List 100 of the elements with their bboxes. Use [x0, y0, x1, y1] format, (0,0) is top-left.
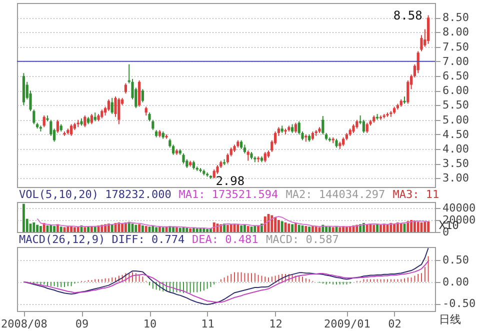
- bar: [376, 224, 378, 232]
- bar: [162, 227, 164, 232]
- bar: [40, 226, 42, 232]
- y-tick-label: 0.50: [442, 254, 469, 267]
- bar: [278, 220, 280, 232]
- candlestick: [182, 152, 185, 164]
- candlestick: [56, 119, 59, 134]
- y-tick-label: 5.50: [442, 98, 469, 112]
- bar: [128, 222, 130, 232]
- bar: [246, 226, 250, 232]
- bar: [178, 228, 182, 232]
- bar: [53, 226, 56, 232]
- bar: [87, 226, 90, 232]
- bar: [312, 226, 314, 232]
- bar: [144, 226, 148, 232]
- y-tick-label: 6.50: [442, 70, 469, 83]
- x-tick-label: 12: [269, 318, 282, 330]
- line-series: [23, 248, 429, 305]
- bar: [172, 226, 174, 232]
- bar: [138, 224, 140, 232]
- candlestick: [427, 14, 430, 44]
- bar: [400, 223, 402, 232]
- annotation: 2.98: [216, 174, 245, 188]
- bar: [328, 226, 331, 232]
- bar: [427, 221, 430, 232]
- text: MA2: 144034.297: [286, 188, 386, 201]
- bar: [158, 226, 161, 232]
- bar: [152, 226, 154, 232]
- candlestick: [84, 114, 86, 128]
- bar: [70, 226, 72, 232]
- bar: [236, 224, 240, 232]
- bar: [121, 224, 124, 232]
- bar: [189, 228, 192, 232]
- candlestick: [406, 80, 410, 104]
- y-tick-label: -0.50: [442, 297, 476, 310]
- bar: [372, 224, 376, 232]
- text: VOL(5,10,20) 178232.000: [19, 188, 172, 201]
- bar: [142, 225, 144, 232]
- candlestick: [152, 119, 154, 131]
- bar: [84, 227, 86, 232]
- candlestick: [124, 82, 127, 94]
- bar: [192, 228, 195, 232]
- bar: [314, 226, 318, 232]
- y-tick-label: 0.00: [442, 275, 469, 288]
- bar: [274, 217, 276, 232]
- bar: [226, 224, 229, 232]
- bar: [50, 224, 52, 232]
- bar: [406, 221, 410, 232]
- line-series: [36, 216, 429, 229]
- bar: [346, 226, 348, 232]
- bar: [414, 220, 416, 232]
- candlestick: [246, 150, 250, 162]
- bar: [186, 228, 188, 232]
- y-tick-label: 5.00: [442, 113, 469, 126]
- bar: [416, 222, 420, 232]
- bar: [60, 226, 62, 232]
- x-tick-label: 11: [201, 318, 214, 330]
- bar: [298, 224, 300, 232]
- bar: [270, 215, 274, 232]
- y-tick-label: 4.00: [442, 142, 469, 156]
- text: DEA: 0.481: [192, 233, 258, 246]
- bar: [134, 224, 138, 232]
- text: MA1: 173521.594: [178, 188, 279, 201]
- bar: [396, 222, 399, 232]
- x-tick-label: 09: [75, 318, 89, 330]
- bar: [280, 221, 284, 232]
- y-tick-label: 6.00: [442, 84, 469, 98]
- bar: [22, 204, 25, 232]
- candlestick: [50, 119, 52, 136]
- y-tick-label: 3.00: [442, 172, 469, 185]
- candlestick: [416, 50, 420, 74]
- candlestick: [110, 97, 114, 114]
- candlestick: [32, 109, 36, 125]
- candlestick: [107, 98, 110, 112]
- y-tick-label: 8.50: [442, 11, 469, 24]
- bar: [294, 223, 297, 232]
- candlestick: [42, 114, 46, 128]
- candlestick: [362, 119, 365, 134]
- bar: [240, 225, 242, 232]
- bar: [366, 224, 368, 232]
- bar: [308, 226, 310, 232]
- bar: [338, 227, 342, 232]
- x-tick-label: 2009/01: [324, 318, 370, 330]
- candlestick: [264, 151, 266, 163]
- bar: [410, 220, 412, 232]
- bar: [325, 226, 328, 232]
- x-tick-label: 2008/08: [1, 318, 48, 330]
- bar: [196, 228, 198, 232]
- bar: [257, 225, 260, 232]
- text: MACD(26,12,9) DIFF: 0.774: [19, 233, 185, 246]
- line-series: [23, 260, 429, 303]
- bar: [36, 224, 38, 232]
- bar: [210, 228, 212, 232]
- bar: [66, 226, 70, 232]
- bar: [254, 226, 256, 232]
- text: MACD: 0.587: [266, 233, 339, 246]
- bar: [230, 224, 232, 232]
- bar: [244, 224, 246, 232]
- candlestick: [322, 116, 324, 135]
- bar: [202, 228, 206, 232]
